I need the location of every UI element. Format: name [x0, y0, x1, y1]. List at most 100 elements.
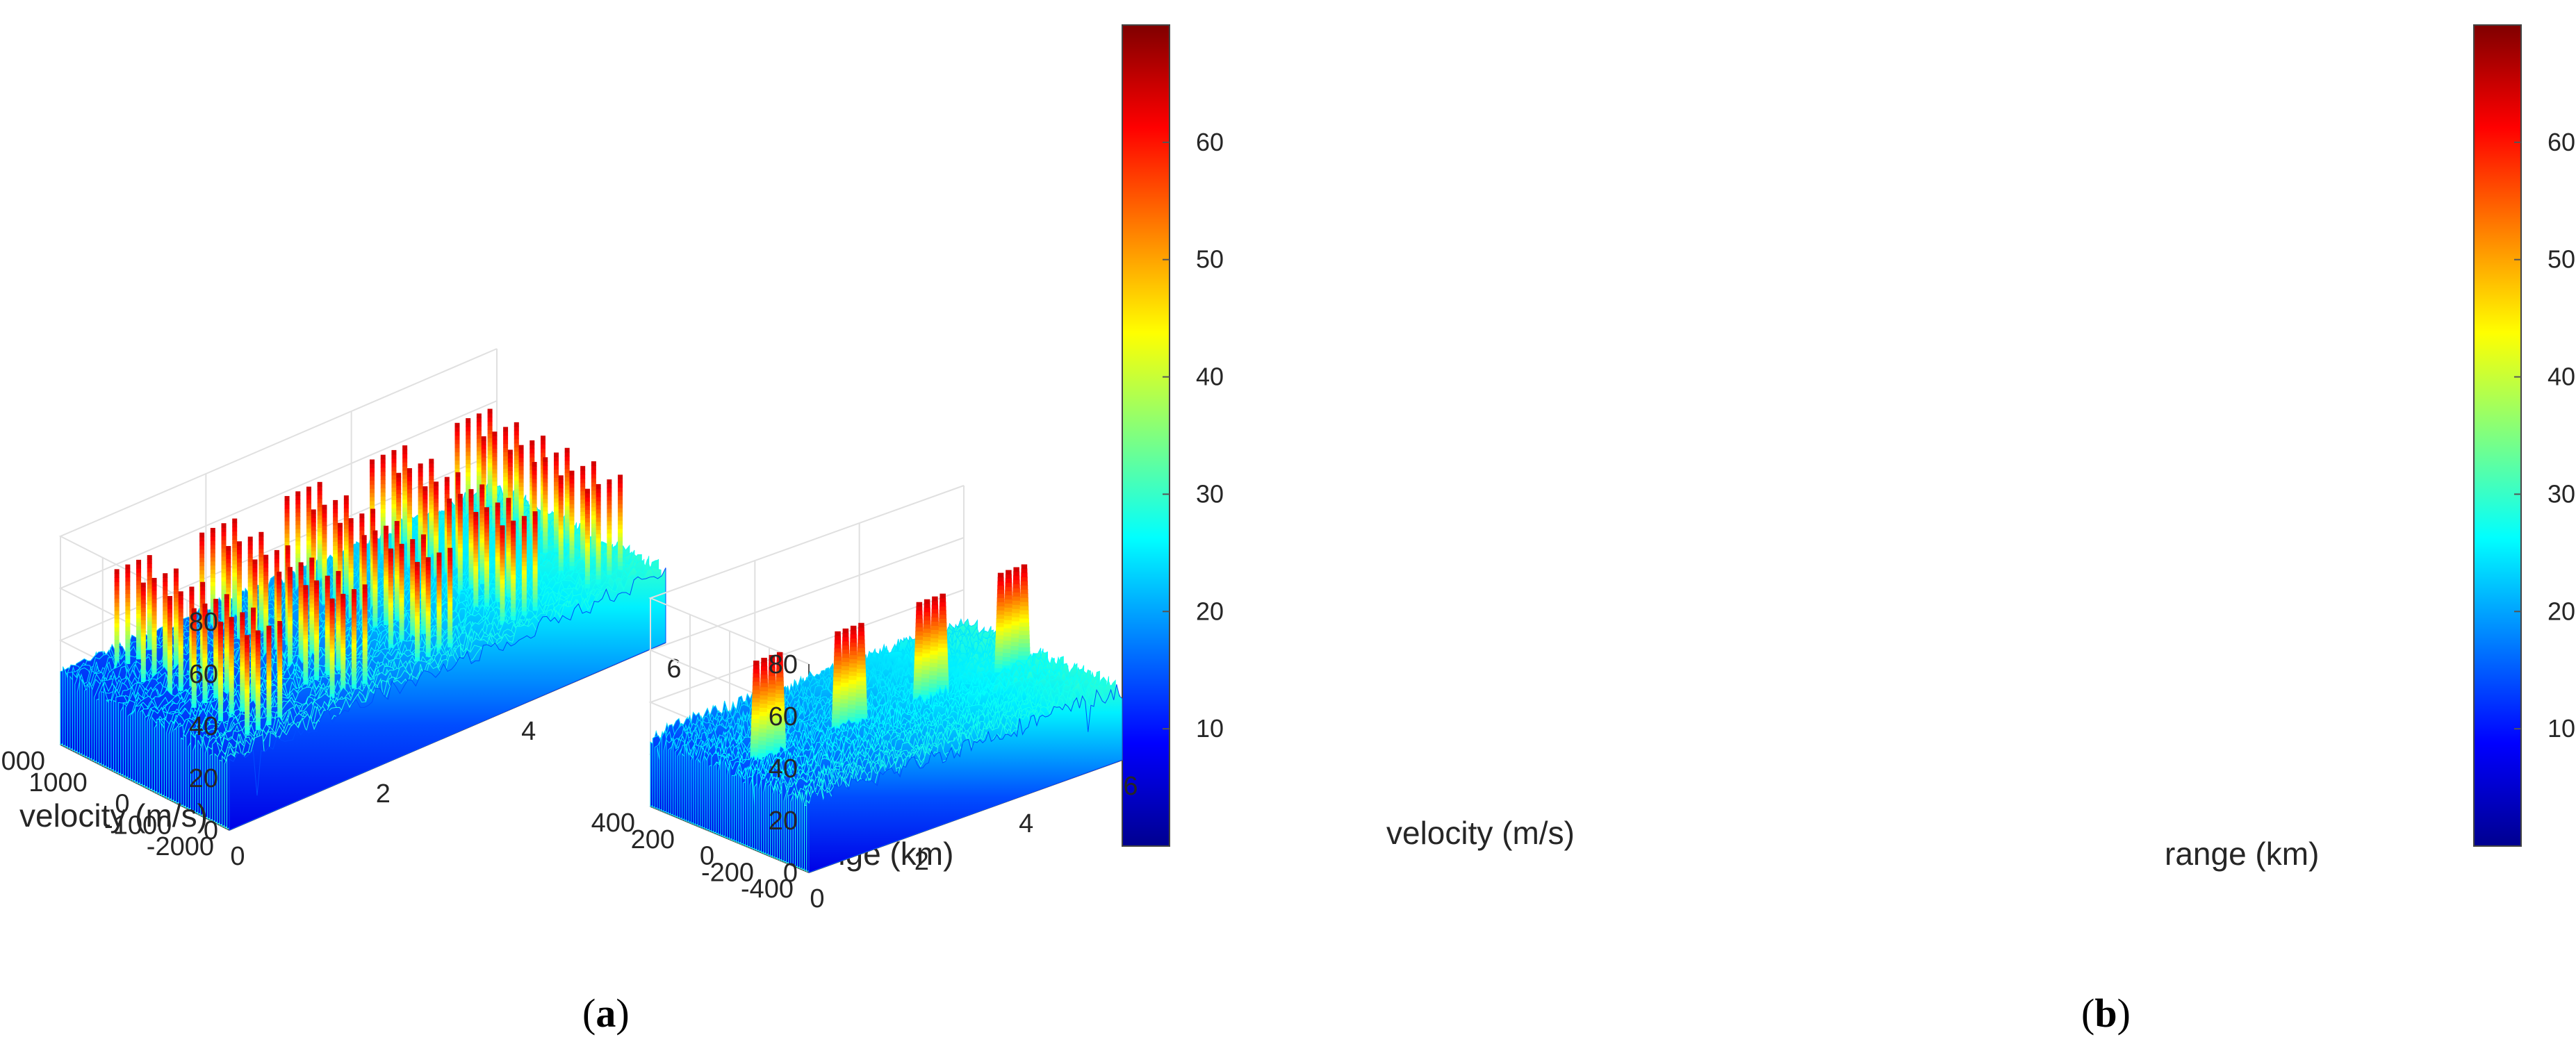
y-tick-label: 1000	[28, 768, 88, 797]
peak	[750, 660, 763, 761]
peak	[336, 571, 341, 671]
peak	[229, 617, 234, 717]
colorbar-tick-label: 10	[2548, 714, 2575, 743]
peak	[240, 612, 245, 712]
z-tick-label: 80	[769, 650, 798, 679]
peak	[298, 562, 304, 662]
y-tick-label: 2000	[0, 747, 45, 776]
peak	[224, 594, 229, 694]
peak	[543, 457, 548, 557]
peak	[436, 552, 442, 652]
peak	[391, 449, 397, 550]
peak	[309, 557, 315, 657]
peak	[484, 507, 490, 607]
z-tick-label: 20	[769, 806, 798, 836]
surface-b	[650, 564, 1123, 873]
peak	[492, 431, 498, 531]
peak	[402, 445, 408, 545]
peak	[994, 572, 1008, 672]
peak	[306, 486, 311, 586]
peak	[921, 599, 934, 699]
colorbar-tick-label: 50	[2548, 245, 2575, 274]
y-tick-label: 400	[591, 809, 635, 838]
peak	[114, 569, 120, 669]
peak	[429, 458, 434, 558]
peak	[263, 554, 269, 654]
x-tick-label: 6	[1123, 772, 1138, 801]
peak	[255, 630, 261, 730]
peak	[388, 548, 393, 648]
peak	[351, 589, 356, 689]
peak	[343, 495, 349, 595]
peak	[266, 625, 272, 726]
peak	[448, 547, 453, 647]
colorbar-tick-label: 40	[2548, 363, 2575, 391]
peak	[314, 580, 320, 680]
peak	[163, 573, 168, 673]
caption-a-letter: a	[596, 991, 616, 1036]
surface-row	[229, 568, 666, 831]
peak	[394, 521, 400, 621]
peak	[473, 511, 479, 612]
peak	[618, 474, 623, 574]
surface-a	[60, 408, 666, 831]
peak	[532, 511, 538, 611]
surface-row	[808, 684, 1123, 873]
z-tick-label: 0	[204, 816, 218, 845]
z-tick-label: 40	[189, 712, 218, 741]
peak	[372, 530, 378, 630]
peak	[317, 481, 322, 582]
peak	[558, 475, 564, 575]
colorbar-tick-label: 60	[1196, 128, 1224, 156]
peak	[287, 567, 293, 667]
peak	[514, 422, 519, 522]
peak	[518, 445, 524, 545]
peak	[147, 555, 152, 655]
peak	[569, 470, 575, 570]
peak	[912, 602, 926, 702]
peak	[596, 483, 601, 584]
peak	[341, 593, 346, 694]
x-tick-label: 0	[230, 842, 245, 871]
peak	[765, 654, 778, 755]
colorbar-gradient	[2473, 24, 2522, 847]
y-tick-label: -200	[701, 858, 754, 887]
peak	[607, 479, 612, 579]
peak	[1002, 570, 1015, 670]
peak	[553, 452, 559, 552]
peak	[591, 461, 596, 561]
peak	[928, 596, 942, 696]
peak	[476, 413, 482, 513]
peak	[511, 520, 516, 620]
peak	[178, 591, 183, 691]
tick-labels-a: 0204060800246200010000-1000-2000	[0, 608, 682, 871]
peak	[303, 585, 309, 685]
peak	[564, 447, 570, 548]
peak	[506, 497, 511, 598]
peak	[580, 465, 586, 566]
peak	[399, 543, 404, 644]
peak	[232, 518, 238, 618]
peak	[191, 608, 197, 708]
peak	[380, 454, 386, 554]
x-tick-label: 2	[376, 779, 391, 809]
peak	[213, 599, 219, 699]
colorbar-tick-label: 20	[1196, 597, 1224, 625]
z-tick-label: 60	[769, 702, 798, 731]
peak	[151, 577, 157, 678]
peak	[457, 493, 463, 594]
y-tick-label: 0	[700, 842, 714, 871]
peak	[202, 603, 208, 704]
peak	[218, 621, 223, 722]
y-tick-label: -1000	[104, 811, 172, 840]
z-tick-label: 20	[189, 764, 218, 793]
colorbar-b: 10 20 30 40 50 60	[2473, 24, 2575, 847]
peak	[245, 635, 250, 735]
peak	[521, 515, 527, 616]
peak	[173, 568, 179, 668]
colorbar-tick-label: 50	[1196, 245, 1224, 274]
y-axis-label-b: velocity (m/s)	[1386, 815, 1575, 851]
y-tick-label: 200	[631, 825, 675, 854]
